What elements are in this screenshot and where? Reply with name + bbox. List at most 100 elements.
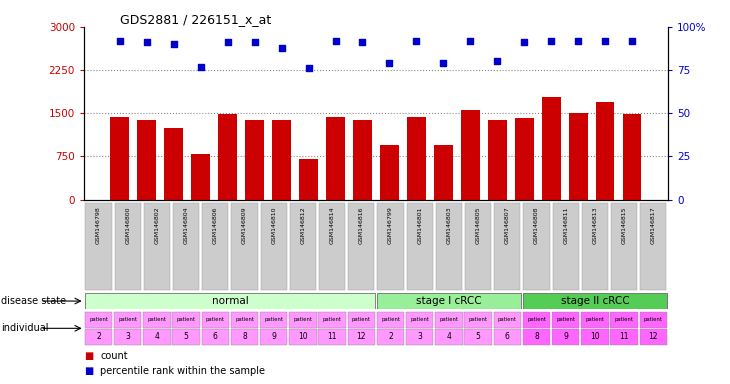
FancyBboxPatch shape [639, 312, 667, 328]
Text: disease state: disease state [1, 296, 66, 306]
Text: 12: 12 [648, 333, 658, 341]
Text: 8: 8 [242, 333, 247, 341]
Bar [353, 120, 372, 200]
FancyBboxPatch shape [407, 204, 433, 290]
FancyBboxPatch shape [114, 329, 142, 345]
FancyBboxPatch shape [201, 329, 229, 345]
Text: 9: 9 [564, 333, 568, 341]
Point [168, 41, 180, 47]
Text: GSM146816: GSM146816 [359, 206, 364, 243]
FancyBboxPatch shape [289, 329, 317, 345]
Text: GSM146803: GSM146803 [447, 206, 451, 244]
FancyBboxPatch shape [377, 329, 404, 345]
Text: percentile rank within the sample: percentile rank within the sample [100, 366, 265, 376]
Text: 3: 3 [126, 333, 130, 341]
FancyBboxPatch shape [85, 293, 375, 309]
Point [222, 40, 234, 46]
Text: GSM146815: GSM146815 [622, 206, 626, 243]
FancyBboxPatch shape [464, 329, 492, 345]
Bar [569, 113, 588, 200]
FancyBboxPatch shape [231, 329, 258, 345]
Text: GSM146802: GSM146802 [155, 206, 159, 244]
Point [276, 45, 288, 51]
FancyBboxPatch shape [610, 312, 638, 328]
Text: GDS2881 / 226151_x_at: GDS2881 / 226151_x_at [120, 13, 272, 26]
Text: patient: patient [118, 317, 137, 322]
FancyBboxPatch shape [523, 293, 667, 309]
Text: GSM146811: GSM146811 [564, 206, 568, 243]
Text: stage I cRCC: stage I cRCC [416, 296, 482, 306]
Point [572, 38, 584, 44]
Text: patient: patient [585, 317, 604, 322]
FancyBboxPatch shape [464, 312, 492, 328]
FancyBboxPatch shape [173, 204, 199, 290]
Text: GSM146805: GSM146805 [476, 206, 480, 243]
FancyBboxPatch shape [261, 204, 287, 290]
Bar [164, 127, 183, 200]
Text: 12: 12 [356, 333, 366, 341]
FancyBboxPatch shape [640, 204, 666, 290]
FancyBboxPatch shape [581, 312, 609, 328]
Text: 8: 8 [534, 333, 539, 341]
FancyBboxPatch shape [201, 312, 229, 328]
Text: 10: 10 [590, 333, 600, 341]
FancyBboxPatch shape [377, 204, 404, 290]
Point [491, 58, 503, 65]
FancyBboxPatch shape [581, 329, 609, 345]
Bar [623, 114, 642, 200]
Text: count: count [100, 351, 128, 361]
Text: GSM146800: GSM146800 [126, 206, 130, 243]
Point [437, 60, 449, 66]
Text: 4: 4 [155, 333, 159, 341]
FancyBboxPatch shape [435, 329, 463, 345]
FancyBboxPatch shape [523, 312, 550, 328]
Text: GSM146806: GSM146806 [213, 206, 218, 243]
Bar [272, 120, 291, 200]
Text: patient: patient [410, 317, 429, 322]
FancyBboxPatch shape [553, 204, 579, 290]
Point [626, 38, 638, 44]
Bar [488, 120, 507, 200]
Text: GSM146804: GSM146804 [184, 206, 188, 244]
FancyBboxPatch shape [143, 312, 171, 328]
Bar [596, 102, 615, 200]
Text: patient: patient [293, 317, 312, 322]
FancyBboxPatch shape [172, 329, 200, 345]
FancyBboxPatch shape [143, 329, 171, 345]
Text: patient: patient [352, 317, 371, 322]
Text: GSM146801: GSM146801 [418, 206, 422, 243]
Point [141, 40, 153, 46]
FancyBboxPatch shape [436, 204, 462, 290]
Bar [245, 120, 264, 200]
Text: GSM146813: GSM146813 [593, 206, 597, 244]
Text: patient: patient [469, 317, 488, 322]
FancyBboxPatch shape [377, 293, 521, 309]
Point [518, 40, 530, 46]
FancyBboxPatch shape [639, 329, 667, 345]
Text: 5: 5 [184, 333, 188, 341]
Text: 4: 4 [447, 333, 451, 341]
Point [545, 38, 557, 44]
Bar [191, 154, 210, 200]
Text: GSM146807: GSM146807 [505, 206, 510, 244]
Bar [110, 118, 129, 200]
Text: ■: ■ [84, 351, 93, 361]
FancyBboxPatch shape [611, 204, 637, 290]
Bar [380, 145, 399, 200]
FancyBboxPatch shape [347, 329, 375, 345]
FancyBboxPatch shape [85, 312, 112, 328]
FancyBboxPatch shape [493, 329, 521, 345]
Text: patient: patient [264, 317, 283, 322]
FancyBboxPatch shape [435, 312, 463, 328]
Point [114, 38, 126, 44]
Text: patient: patient [235, 317, 254, 322]
FancyBboxPatch shape [523, 204, 550, 290]
Text: patient: patient [556, 317, 575, 322]
FancyBboxPatch shape [114, 312, 142, 328]
Text: patient: patient [381, 317, 400, 322]
FancyBboxPatch shape [494, 204, 520, 290]
FancyBboxPatch shape [377, 312, 404, 328]
FancyBboxPatch shape [406, 312, 434, 328]
Text: 11: 11 [327, 333, 337, 341]
Text: 6: 6 [505, 333, 510, 341]
